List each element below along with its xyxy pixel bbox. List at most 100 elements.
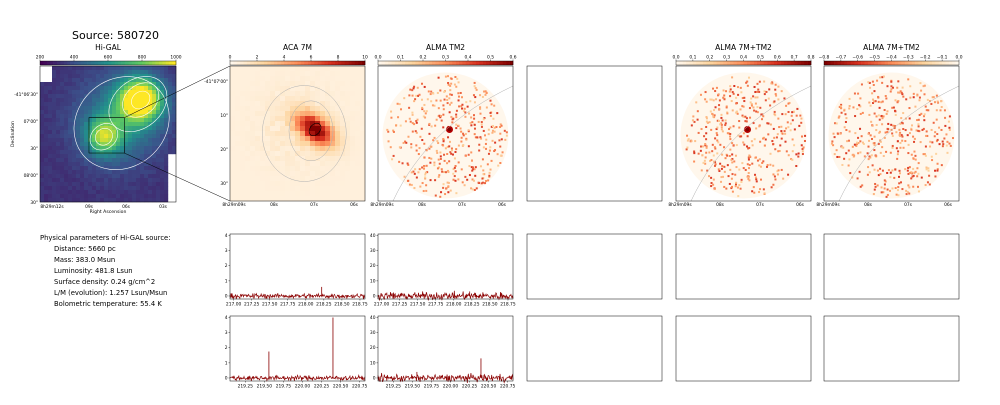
aca7m-pixel — [325, 101, 331, 107]
aca7m-pixel — [245, 76, 251, 82]
combo1-speckle — [741, 105, 744, 108]
combo2-speckle — [896, 86, 899, 89]
aca7m-pixel — [250, 186, 256, 192]
combo2-speckle — [838, 155, 841, 158]
combo2-speckle — [851, 176, 854, 179]
higal-pixel — [76, 106, 81, 111]
combo2-speckle — [891, 146, 894, 149]
aca7m-pixel — [260, 76, 266, 82]
higal-colorbar-segment — [135, 61, 139, 65]
higal-pixel — [136, 174, 141, 179]
combo2-speckle — [835, 149, 838, 152]
combo1-speckle — [721, 165, 724, 168]
aca7m-colorbar-segment — [321, 61, 325, 65]
higal-pixel — [140, 166, 145, 171]
aca7m-pixel — [245, 141, 251, 147]
higal-pixel — [60, 174, 65, 179]
aca7m-pixel — [300, 106, 306, 112]
combo1-speckle — [754, 173, 757, 176]
combo1-speckle — [771, 140, 774, 143]
higal-pixel — [124, 138, 129, 143]
higal-pixel — [88, 154, 93, 159]
higal-pixel — [96, 186, 101, 191]
combo1-speckle — [704, 162, 707, 165]
combo1-speckle — [724, 122, 727, 125]
combo1-speckle — [735, 183, 738, 186]
higal-pixel — [48, 82, 53, 87]
aca7m-pixel — [350, 166, 356, 172]
combo1-speckle — [703, 159, 706, 162]
combo2-speckle — [838, 115, 841, 118]
combo1-speckle — [727, 132, 730, 135]
spectrum-aca7m-1: 217.00 217.25 217.50 217.75 218.00 218.25 218.… — [225, 233, 368, 307]
almatm2-speckle — [488, 174, 491, 177]
combo2-speckle — [867, 158, 870, 161]
higal-pixel — [140, 190, 145, 195]
higal-pixel — [80, 166, 85, 171]
almatm2-speckle — [477, 181, 480, 184]
combo2-colorbar-segment — [861, 61, 865, 65]
combo2-speckle — [879, 173, 882, 176]
almatm2-speckle — [417, 94, 420, 97]
combo2-speckle — [876, 169, 879, 172]
aca7m-pixel — [345, 136, 351, 142]
higal-pixel — [164, 198, 169, 203]
higal-pixel — [104, 198, 109, 203]
combo2-speckle — [935, 152, 938, 155]
aca7m-pixel — [260, 101, 266, 107]
almatm2-speckle — [460, 130, 463, 133]
higal-pixel — [96, 146, 101, 151]
higal-pixel — [152, 170, 157, 175]
almatm2-speckle — [449, 103, 452, 106]
higal-pixel — [68, 110, 73, 115]
aca7m-pixel — [305, 76, 311, 82]
almatm2-speckle — [481, 158, 484, 161]
spectrum-aca7m-2-xtick-label: 220.50 — [333, 384, 349, 390]
higal-pixel — [160, 86, 165, 91]
combo1-speckle — [788, 101, 791, 104]
higal-pixel — [140, 182, 145, 187]
higal-pixel — [116, 162, 121, 167]
aca7m-pixel — [270, 121, 276, 127]
almatm2-speckle — [444, 171, 447, 174]
higal-pixel — [100, 94, 105, 99]
aca7m-colorbar-segment — [230, 61, 234, 65]
almatm2-speckle — [415, 149, 418, 152]
spectrum-almatm2-1-ytick-label: 0 — [373, 293, 376, 299]
spectrum-almatm2-2: 219.25 219.50 219.75 220.00 220.25 220.50 220.… — [370, 315, 516, 389]
aca7m-pixel — [280, 121, 286, 127]
combo1-speckle — [700, 169, 703, 172]
higal-pixel — [172, 110, 177, 115]
aca7m-pixel — [235, 116, 241, 122]
aca7m-pixel — [300, 96, 306, 102]
higal-pixel — [76, 166, 81, 171]
combo1-speckle — [773, 110, 776, 113]
aca7m-pixel — [355, 96, 361, 102]
higal-pixel — [88, 150, 93, 155]
higal-pixel — [52, 110, 57, 115]
combo1-speckle — [724, 124, 727, 127]
almatm2-speckle — [473, 81, 476, 84]
higal-pixel — [56, 118, 61, 123]
spectrum-almatm2-1-ytick-label: 10 — [370, 278, 376, 284]
combo2-speckle — [873, 168, 876, 171]
higal-pixel — [100, 162, 105, 167]
higal-pixel — [116, 86, 121, 91]
higal-pixel — [68, 194, 73, 199]
higal-xtick-label: 09s — [85, 204, 94, 210]
higal-pixel — [44, 118, 49, 123]
higal-map — [40, 66, 177, 203]
combo1-speckle — [735, 181, 738, 184]
combo1-speckle — [804, 134, 807, 137]
combo1-speckle — [709, 98, 712, 101]
higal-colorbar-tick-label: 200 — [36, 55, 45, 61]
higal-pixel — [44, 174, 49, 179]
higal-pixel — [152, 146, 157, 151]
higal-pixel — [128, 178, 133, 183]
higal-pixel — [160, 130, 165, 135]
combo1-speckle — [712, 87, 715, 90]
combo1-speckle — [711, 112, 714, 115]
almatm2-speckle — [416, 86, 419, 89]
aca7m-pixel — [315, 86, 321, 92]
higal-pixel — [60, 146, 65, 151]
